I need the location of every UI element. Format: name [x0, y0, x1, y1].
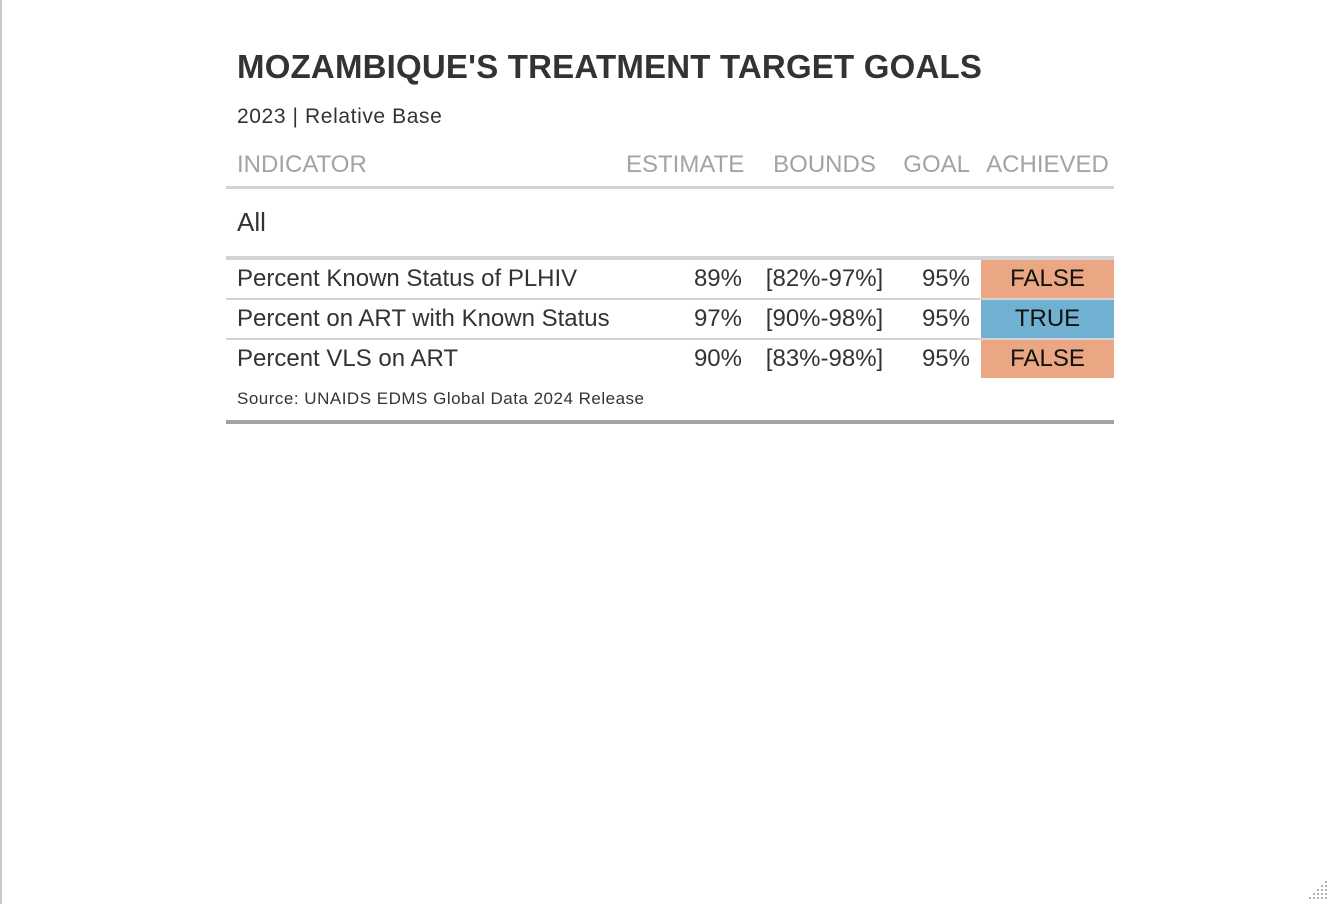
table-title: MOZAMBIQUE'S TREATMENT TARGET GOALS	[237, 48, 983, 85]
column-header-indicator: INDICATOR	[226, 140, 626, 189]
table-row: Percent Known Status of PLHIV 89% [82%-9…	[226, 258, 1114, 300]
goal-cell: 95%	[896, 258, 981, 300]
window-left-edge	[0, 0, 2, 904]
bounds-cell: [83%-98%]	[765, 345, 884, 372]
column-header-estimate: ESTIMATE	[626, 140, 753, 189]
resize-grip-icon[interactable]	[1302, 874, 1328, 900]
indicator-cell: Percent on ART with Known Status	[226, 299, 626, 340]
table-row: Percent VLS on ART 90% [83%-98%] 95% FAL…	[226, 339, 1114, 378]
bounds-cell: [82%-97%]	[753, 258, 896, 300]
table-row: Percent on ART with Known Status 97% [90…	[226, 299, 1114, 340]
source-row: Source: UNAIDS EDMS Global Data 2024 Rel…	[226, 378, 1114, 424]
achieved-cell: TRUE	[981, 299, 1114, 340]
group-row: All	[226, 187, 1114, 260]
achieved-cell: FALSE	[981, 258, 1114, 300]
column-header-goal: GOAL	[896, 140, 981, 189]
achieved-cell: FALSE	[981, 339, 1114, 378]
column-header-bounds: BOUNDS	[753, 140, 896, 189]
group-label: All	[226, 187, 1114, 260]
indicator-cell: Percent VLS on ART	[237, 345, 459, 372]
estimate-cell: 89%	[626, 258, 753, 300]
treatment-goals-table: MOZAMBIQUE'S TREATMENT TARGET GOALS 2023…	[226, 44, 1114, 424]
estimate-cell: 97%	[626, 299, 753, 340]
header-row: INDICATOR ESTIMATE BOUNDS GOAL ACHIEVED	[226, 140, 1114, 189]
indicator-cell: Percent Known Status of PLHIV	[226, 258, 626, 300]
column-header-achieved: ACHIEVED	[981, 140, 1114, 189]
estimate-cell: 90%	[693, 345, 742, 372]
goal-cell: 95%	[896, 299, 981, 340]
bounds-cell: [90%-98%]	[753, 299, 896, 340]
source-note: Source: UNAIDS EDMS Global Data 2024 Rel…	[226, 378, 1114, 424]
goal-cell: 95%	[921, 345, 970, 372]
table-subtitle: 2023 | Relative Base	[237, 105, 443, 128]
data-table: INDICATOR ESTIMATE BOUNDS GOAL ACHIEVED …	[226, 140, 1114, 424]
